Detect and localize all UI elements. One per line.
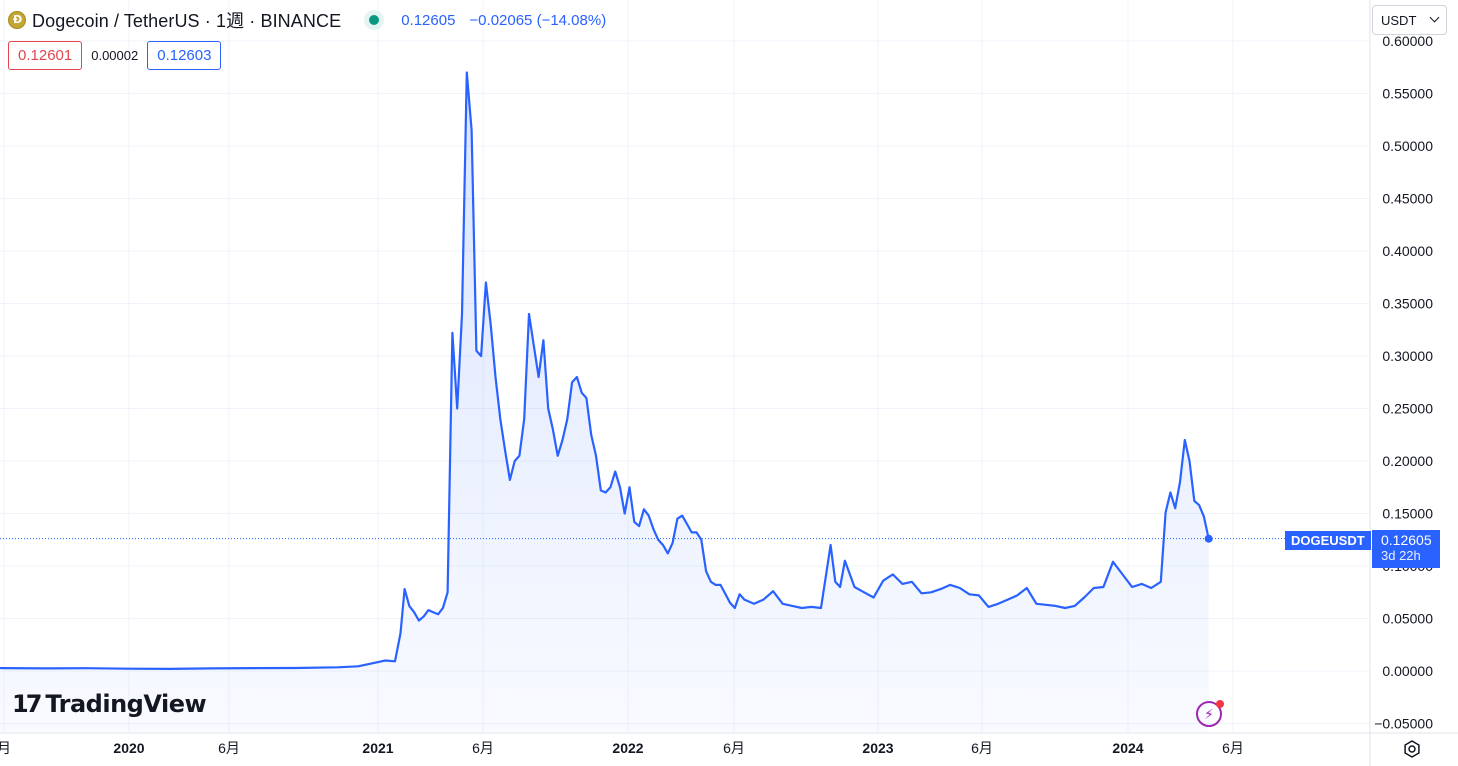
- y-tick-label: 0.20000: [1382, 453, 1433, 469]
- quote-panel: 0.12601 0.00002 0.12603: [8, 41, 222, 70]
- settings-icon[interactable]: [1402, 739, 1422, 759]
- symbol-header: Dogecoin / TetherUS · 1週 · BINANCE 0.126…: [8, 7, 606, 33]
- y-tick-label: 0.25000: [1382, 401, 1433, 417]
- y-tick-label: −0.05000: [1374, 716, 1433, 732]
- x-tick-label: 6月: [218, 740, 240, 756]
- x-tick-label: 6月: [971, 740, 993, 756]
- header-price-change: −0.02065 (−14.08%): [469, 11, 607, 29]
- dogecoin-logo-icon: [8, 11, 26, 29]
- last-price-tag-value: 0.12605: [1381, 532, 1432, 548]
- x-tick-label: 6月: [1222, 740, 1244, 756]
- y-tick-label: 0.35000: [1382, 296, 1433, 312]
- currency-value: USDT: [1381, 12, 1417, 28]
- y-tick-label: 0.40000: [1382, 243, 1433, 259]
- currency-select[interactable]: USDT: [1372, 5, 1447, 35]
- header-last-price: 0.12605: [401, 11, 456, 29]
- live-dot-icon: [369, 15, 380, 25]
- x-tick-label: 2020: [113, 740, 144, 756]
- x-tick-label: 2024: [1112, 740, 1143, 756]
- tradingview-wordmark: TradingView: [45, 690, 207, 718]
- time-axis[interactable]: 月 2020 6月 2021 6月 2022 6月 2023 6月 2024 6月: [0, 740, 1244, 756]
- x-tick-label: 月: [0, 740, 11, 756]
- last-price-dot: [1204, 534, 1213, 543]
- symbol-title[interactable]: Dogecoin / TetherUS · 1週 · BINANCE: [32, 11, 342, 31]
- y-tick-label: 0.30000: [1382, 348, 1433, 364]
- y-tick-label: 0.55000: [1382, 86, 1433, 102]
- chevron-down-icon: [1429, 12, 1440, 23]
- x-tick-label: 6月: [723, 740, 745, 756]
- spread-value: 0.00002: [91, 48, 139, 63]
- candle-countdown: 3d 22h: [1381, 548, 1421, 563]
- x-tick-label: 2021: [362, 740, 393, 756]
- x-tick-label: 2023: [862, 740, 893, 756]
- price-axis[interactable]: 0.60000 0.55000 0.50000 0.45000 0.40000 0.350…: [1374, 33, 1433, 732]
- last-price-tag: 0.12605 3d 22h: [1372, 530, 1440, 568]
- tradingview-mark: 17: [12, 690, 42, 718]
- price-line[interactable]: [0, 71, 1210, 670]
- sell-price-button[interactable]: 0.12601: [8, 41, 83, 70]
- y-tick-label: 0.05000: [1382, 611, 1433, 627]
- y-tick-label: 0.00000: [1382, 663, 1433, 679]
- flash-icon[interactable]: ⚡: [1196, 700, 1224, 727]
- tradingview-logo[interactable]: 17 TradingView: [12, 690, 207, 718]
- x-tick-label: 2022: [612, 740, 643, 756]
- buy-price-button[interactable]: 0.12603: [147, 41, 222, 70]
- price-area-fill: [0, 72, 1209, 732]
- symbol-price-tag: DOGEUSDT: [1285, 531, 1371, 550]
- y-tick-label: 0.15000: [1382, 506, 1433, 522]
- x-tick-label: 6月: [472, 740, 494, 756]
- y-tick-label: 0.45000: [1382, 191, 1433, 207]
- y-tick-label: 0.50000: [1382, 138, 1433, 154]
- y-tick-label: 0.60000: [1382, 33, 1433, 49]
